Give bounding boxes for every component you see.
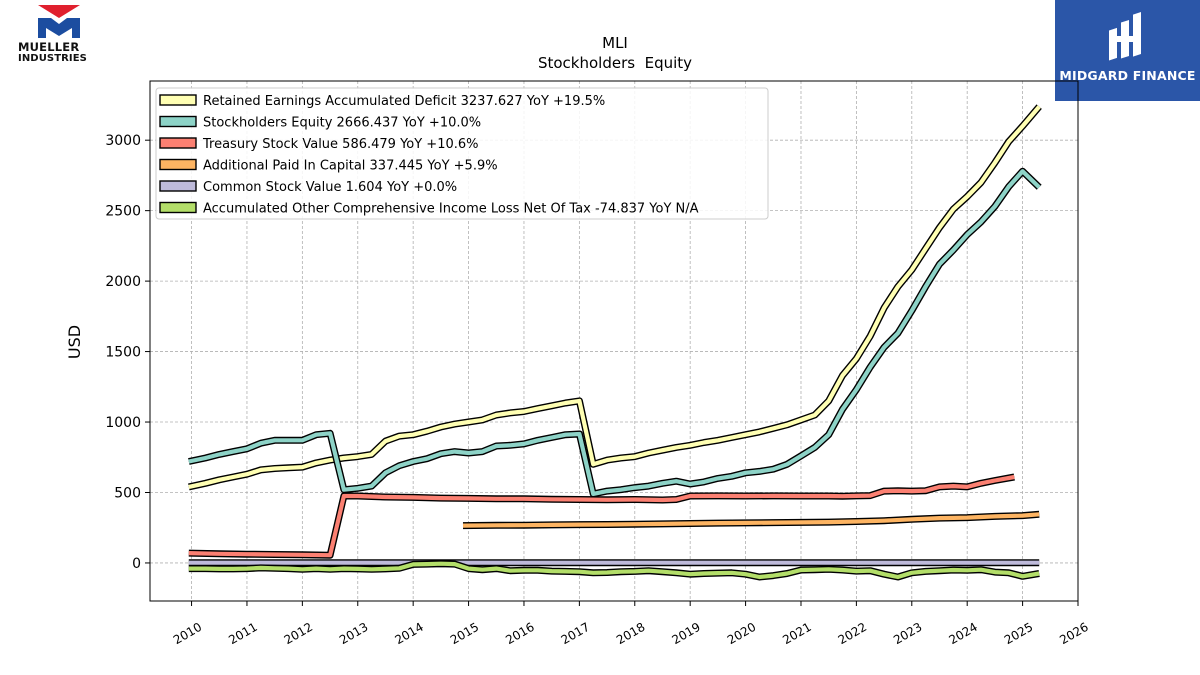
legend-entry-4: Common Stock Value 1.604 YoY +0.0% [203,180,457,195]
x-tick-label: 2021 [780,620,813,647]
legend-swatch-4 [159,180,197,192]
legend-swatch-0 [159,94,197,106]
series-line-0 [188,105,1041,489]
mueller-emblem-icon [38,5,80,38]
y-tick-label: 2500 [105,204,141,220]
legend: Retained Earnings Accumulated Deficit 32… [155,87,769,220]
series-line-1 [188,169,1041,496]
midgard-emblem-icon [1109,12,1141,61]
legend-box [155,87,769,220]
chart-subtitle: Stockholders Equity [538,54,692,72]
x-tick-label: 2019 [669,620,702,647]
y-tick-label: 2000 [105,274,141,290]
x-tick-label: 2012 [282,620,315,647]
y-tick-label: 500 [114,485,141,501]
x-tick-label: 2026 [1057,620,1090,647]
mueller-logo-line2: INDUSTRIES [18,53,87,64]
x-tick-label: 2017 [559,620,592,647]
x-tick-label: 2015 [448,620,481,647]
midgard-finance-logo: MIDGARD FINANCE [1055,0,1200,101]
x-tick-label: 2025 [1002,620,1035,647]
series-line-2 [188,474,1015,558]
legend-entry-0: Retained Earnings Accumulated Deficit 32… [203,94,605,109]
x-tick-label: 2024 [946,620,979,647]
chart-title: MLI [602,34,628,52]
y-tick-label: 1000 [105,415,141,431]
x-tick-label: 2022 [836,620,869,647]
x-tick-label: 2018 [614,620,647,647]
y-tick-label: 3000 [105,133,141,149]
y-tick-label: 0 [132,556,141,572]
legend-swatch-5 [159,201,197,214]
x-tick-label: 2014 [392,620,425,647]
legend-entry-1: Stockholders Equity 2666.437 YoY +10.0% [203,116,481,131]
series-line-5 [188,561,1040,580]
y-axis-label: USD [65,325,84,359]
y-tick-label: 1500 [105,345,141,361]
plot-frame [149,80,1079,602]
series-lines [188,104,1042,581]
legend-entry-2: Treasury Stock Value 586.479 YoY +10.6% [202,137,479,152]
x-tick-label: 2011 [226,620,259,647]
x-tick-label: 2013 [337,620,370,647]
legend-entry-5: Accumulated Other Comprehensive Income L… [203,202,699,217]
x-tick-label: 2016 [503,620,536,647]
x-tick-label: 2023 [891,620,924,647]
legend-swatch-1 [159,115,197,128]
mueller-industries-logo: MUELLER INDUSTRIES [18,4,102,66]
series-line-3 [462,512,1040,528]
legend-swatch-2 [159,137,197,149]
mueller-logo-line1: MUELLER [18,40,80,54]
midgard-finance-name: MIDGARD FINANCE [1059,68,1196,83]
legend-swatch-3 [159,158,197,171]
x-tick-label: 2020 [725,620,758,647]
legend-entry-3: Additional Paid In Capital 337.445 YoY +… [203,159,498,174]
x-tick-label: 2010 [171,620,204,647]
